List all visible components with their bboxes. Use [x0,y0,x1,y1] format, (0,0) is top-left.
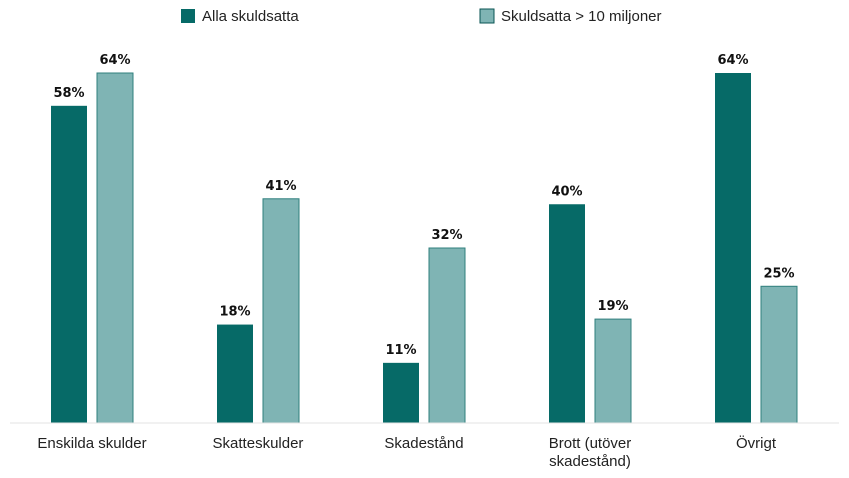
value-label-5-2: 25% [763,266,794,281]
category-label-1: Enskilda skulder [37,435,146,452]
bar-2-2 [262,198,300,424]
value-label-4-2: 19% [597,299,628,314]
value-label-1-1: 58% [53,86,84,101]
chart-bars [51,72,798,424]
category-label-4-line-1: Brott (utöver [549,435,632,452]
value-label-5-1: 64% [717,53,748,68]
category-label-5: Övrigt [736,434,777,452]
bar-3-2 [428,247,466,424]
value-label-2-2: 41% [265,179,296,194]
value-label-4-1: 40% [551,184,582,199]
chart-category-labels: Enskilda skulder Skatteskulder Skadestånd B… [37,434,776,470]
category-label-3: Skadestånd [384,435,463,452]
value-label-3-1: 11% [385,343,416,358]
category-label-4-line-2: skadestånd) [549,453,631,470]
category-label-2: Skatteskulder [213,435,304,452]
bar-3-1 [383,362,419,423]
bar-1-1 [51,105,87,423]
bar-5-1 [715,73,751,423]
chart-legend: Alla skuldsatta Skuldsatta > 10 miljoner [181,8,662,25]
value-label-1-2: 64% [99,53,130,68]
legend-label-2: Skuldsatta > 10 miljoner [501,8,662,25]
legend-label-1: Alla skuldsatta [202,8,299,25]
legend-swatch-1 [181,9,195,23]
bar-4-1 [549,204,585,423]
value-label-3-2: 32% [431,228,462,243]
bar-4-2 [594,318,632,424]
bar-1-2 [96,72,134,424]
chart-value-labels: 58% 64% 18% 41% 11% 32% 40% 19% 64% 25% [53,53,794,358]
legend-swatch-2 [479,8,495,24]
value-label-2-1: 18% [219,305,250,320]
bar-5-2 [760,285,798,424]
bar-2-1 [217,324,253,423]
